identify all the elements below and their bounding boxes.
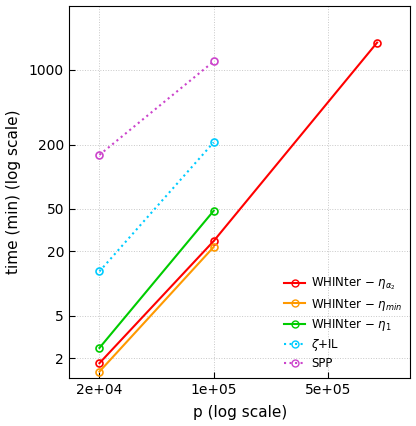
Y-axis label: time (min) (log scale): time (min) (log scale) (5, 109, 20, 274)
Legend: WHINter $-$ $\eta_{\alpha_2}$, WHINter $-$ $\eta_{min}$, WHINter $-$ $\eta_1$, $: WHINter $-$ $\eta_{\alpha_2}$, WHINter $… (282, 273, 404, 372)
X-axis label: p (log scale): p (log scale) (193, 406, 287, 420)
